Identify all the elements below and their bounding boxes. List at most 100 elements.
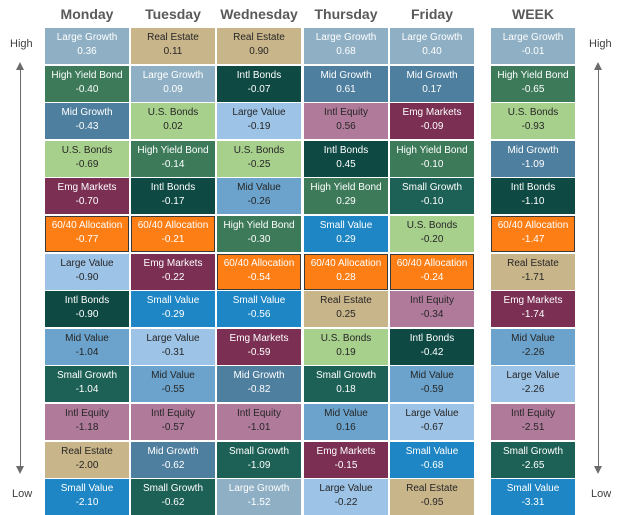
cell-week-intl-bonds: Intl Bonds -1.10 [491,178,575,215]
cell-monday-large-growth: Large Growth 0.36 [45,28,129,64]
asset-class-name: 60/40 Allocation [310,257,382,269]
asset-class-name: Intl Equity [237,408,281,419]
cell-monday-mid-value: Mid Value -1.04 [45,328,129,365]
return-value: -0.68 [420,459,444,471]
down-arrow-icon [594,466,602,474]
return-value: -0.34 [420,309,444,321]
return-value: -0.26 [247,196,271,208]
asset-class-name: Real Estate [61,445,113,457]
asset-class-name: Large Growth [56,32,118,43]
cell-week-mid-value: Mid Value -2.26 [491,328,575,365]
return-value: -0.55 [161,384,185,396]
cell-tuesday-small-value: Small Value -0.29 [131,291,215,328]
cell-monday-mid-growth: Mid Growth -0.43 [45,103,129,140]
asset-class-name: High Yield Bond [223,220,295,231]
asset-class-name: Small Growth [142,483,203,495]
return-value: -2.26 [521,384,545,396]
cell-thursday-u-s-bonds: U.S. Bonds 0.19 [304,328,388,365]
return-value: -0.01 [521,46,545,57]
asset-class-name: Intl Equity [324,107,368,119]
return-value: -2.10 [75,497,99,509]
rank-axis-line [598,70,599,466]
return-value: -0.19 [247,121,271,133]
cell-week-emg-markets: Emg Markets -1.74 [491,291,575,328]
cell-wednesday-small-growth: Small Growth -1.09 [217,441,301,478]
return-value: -0.70 [75,196,99,208]
return-value: 0.29 [336,196,356,208]
asset-class-name: Mid Value [324,408,368,419]
cell-tuesday-intl-bonds: Intl Bonds -0.17 [131,178,215,215]
asset-class-name: Small Growth [401,182,462,194]
cell-tuesday-emg-markets: Emg Markets -0.22 [131,253,215,290]
cell-thursday-small-growth: Small Growth 0.18 [304,366,388,403]
low-label-right: Low [591,488,612,500]
return-value: 0.90 [249,46,269,57]
asset-class-name: Mid Value [410,370,454,382]
cell-tuesday-mid-value: Mid Value -0.55 [131,366,215,403]
column-header-thursday: Thursday [314,6,378,22]
column-header-friday: Friday [410,6,453,22]
asset-class-name: 60/40 Allocation [137,220,209,231]
asset-class-name: Intl Bonds [409,332,455,344]
return-value: -0.95 [420,497,444,509]
cell-week-60-40-allocation: 60/40 Allocation -1.47 [491,216,575,252]
asset-class-name: Real Estate [406,483,458,495]
return-value: -1.04 [75,346,99,358]
return-value: -2.26 [521,346,545,358]
asset-class-name: Real Estate [507,257,559,269]
return-value: -0.17 [161,196,185,208]
cell-week-real-estate: Real Estate -1.71 [491,253,575,290]
return-value: -0.59 [420,384,444,396]
asset-class-name: Emg Markets [143,257,203,269]
return-value: 0.19 [336,346,356,358]
asset-class-name: Intl Equity [511,408,555,419]
cell-wednesday-real-estate: Real Estate 0.90 [217,28,301,64]
cell-week-u-s-bonds: U.S. Bonds -0.93 [491,103,575,140]
cell-wednesday-60-40-allocation: 60/40 Allocation -0.54 [217,253,301,290]
cell-monday-small-growth: Small Growth -1.04 [45,366,129,403]
asset-class-name: Emg Markets [316,445,376,457]
asset-class-name: High Yield Bond [51,69,123,81]
return-value: -0.29 [161,309,185,321]
cell-thursday-high-yield-bond: High Yield Bond 0.29 [304,178,388,215]
asset-class-name: Mid Value [65,332,109,344]
cell-thursday-intl-equity: Intl Equity 0.56 [304,103,388,140]
cell-friday-intl-equity: Intl Equity -0.34 [390,291,474,328]
asset-class-name: Mid Value [511,332,555,344]
asset-class-name: Large Growth [228,483,290,495]
asset-class-name: Mid Growth [406,69,458,81]
asset-class-name: Small Growth [502,445,563,457]
asset-class-name: High Yield Bond [396,144,468,156]
return-value: -0.65 [521,83,545,95]
return-value: -0.09 [420,121,444,133]
cell-thursday-emg-markets: Emg Markets -0.15 [304,441,388,478]
return-value: -0.90 [75,271,99,283]
return-value: -0.22 [161,271,185,283]
asset-class-name: Small Value [232,295,286,307]
cell-monday-intl-bonds: Intl Bonds -0.90 [45,291,129,328]
cell-monday-emg-markets: Emg Markets -0.70 [45,178,129,215]
cell-tuesday-u-s-bonds: U.S. Bonds 0.02 [131,103,215,140]
asset-class-name: Mid Growth [507,144,559,156]
cell-tuesday-large-value: Large Value -0.31 [131,328,215,365]
cell-monday-u-s-bonds: U.S. Bonds -0.69 [45,140,129,177]
return-value: -0.10 [420,158,444,170]
cell-thursday-small-value: Small Value 0.29 [304,216,388,252]
column-header-wednesday: Wednesday [220,6,298,22]
return-value: -0.31 [161,346,185,358]
low-label-left: Low [12,488,33,500]
asset-class-name: 60/40 Allocation [51,220,123,231]
cell-tuesday-mid-growth: Mid Growth -0.62 [131,441,215,478]
return-value: -0.24 [420,271,444,283]
asset-class-name: Large Value [60,257,114,269]
asset-class-name: Small Growth [315,370,376,382]
return-value: -1.74 [521,309,545,321]
cell-week-large-growth: Large Growth -0.01 [491,28,575,64]
asset-class-name: U.S. Bonds [507,107,559,119]
asset-class-name: Intl Equity [410,295,454,307]
cell-friday-u-s-bonds: U.S. Bonds -0.20 [390,216,474,252]
asset-class-name: High Yield Bond [137,144,209,156]
return-value: -0.77 [75,234,99,245]
asset-class-name: Small Value [319,220,373,231]
